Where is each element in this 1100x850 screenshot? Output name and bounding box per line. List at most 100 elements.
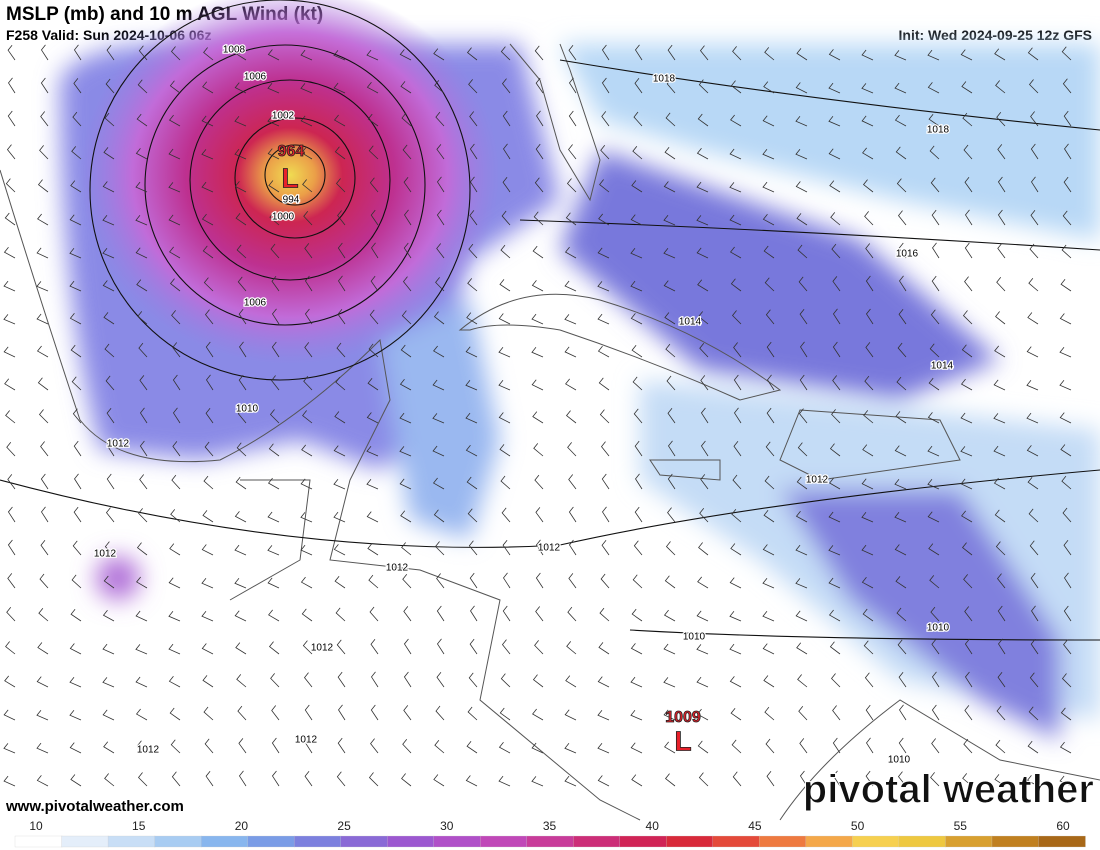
barb: [370, 704, 379, 721]
barb: [470, 605, 478, 622]
barb: [366, 479, 379, 490]
barb: [1027, 476, 1039, 490]
barb: [107, 440, 115, 457]
barb: [69, 710, 82, 721]
barb: [533, 211, 544, 226]
barb: [664, 773, 676, 787]
barb: [993, 379, 1006, 391]
barb: [535, 606, 544, 622]
barb: [465, 380, 478, 391]
barb: [766, 407, 775, 424]
barb: [597, 247, 610, 259]
barb: [271, 770, 280, 787]
barb: [369, 177, 379, 193]
barb: [865, 308, 874, 325]
barb: [404, 209, 412, 226]
barb: [403, 176, 412, 193]
colorbar-swatch: [200, 835, 249, 848]
barb: [333, 479, 346, 490]
barb: [534, 177, 544, 193]
barb: [171, 474, 181, 490]
isobar-label: 1010: [888, 755, 911, 766]
barb: [795, 181, 808, 193]
barb: [170, 509, 181, 523]
barb: [699, 45, 709, 61]
barb: [698, 772, 709, 787]
barb: [102, 609, 115, 622]
barb: [832, 705, 841, 721]
barb: [597, 281, 610, 292]
barb: [272, 308, 280, 325]
barb: [730, 80, 742, 94]
barb: [535, 539, 544, 556]
barb: [997, 243, 1006, 259]
barb: [667, 473, 676, 490]
barb: [38, 607, 49, 622]
barb: [894, 50, 907, 61]
barb: [469, 210, 478, 226]
barb: [699, 343, 709, 358]
barb: [102, 181, 115, 193]
barb: [764, 706, 775, 721]
barb: [894, 82, 907, 94]
barb: [338, 704, 346, 721]
barb: [238, 770, 247, 787]
barb: [536, 110, 544, 127]
isobar-label: 1012: [137, 745, 160, 756]
barb: [399, 446, 412, 457]
barb: [468, 79, 478, 94]
barb: [895, 146, 907, 160]
barb: [40, 441, 49, 457]
barb: [168, 676, 181, 688]
barb: [663, 677, 676, 688]
barb: [301, 147, 313, 160]
barb: [1060, 707, 1072, 721]
barb: [138, 45, 148, 61]
barb: [300, 49, 313, 61]
barb: [831, 243, 841, 259]
barb: [105, 375, 115, 391]
barb: [599, 607, 610, 622]
barb: [235, 476, 247, 490]
barb: [862, 444, 874, 457]
colorbar-tick: 55: [954, 819, 968, 833]
barb: [832, 276, 841, 292]
isobar-label: 1012: [538, 543, 561, 554]
barb: [601, 473, 610, 490]
barb: [304, 704, 313, 721]
barb: [69, 742, 82, 754]
barb: [337, 275, 346, 292]
barb: [897, 639, 907, 655]
barb: [6, 607, 16, 622]
barb: [931, 275, 940, 292]
barb: [500, 673, 511, 688]
barb: [531, 313, 544, 325]
barb: [69, 214, 82, 226]
barb: [433, 774, 445, 787]
barb: [630, 643, 643, 655]
barb: [6, 144, 16, 160]
barb: [765, 309, 775, 325]
barb: [931, 209, 940, 226]
barb: [731, 310, 742, 325]
barb: [565, 410, 577, 424]
barb: [997, 176, 1006, 193]
barb: [668, 440, 676, 457]
barb: [696, 644, 709, 655]
barb: [1028, 706, 1039, 721]
barb: [267, 82, 280, 94]
barb: [1063, 572, 1072, 589]
barb: [799, 738, 808, 754]
barb: [535, 143, 544, 160]
barb: [564, 314, 577, 325]
barb: [303, 211, 313, 226]
barb: [204, 441, 214, 457]
barb: [700, 407, 709, 424]
barb: [1026, 445, 1039, 457]
barb: [433, 509, 445, 523]
barb: [333, 544, 346, 556]
barb: [172, 441, 181, 457]
barb: [696, 247, 709, 259]
barb: [138, 342, 148, 358]
barb: [237, 276, 247, 292]
